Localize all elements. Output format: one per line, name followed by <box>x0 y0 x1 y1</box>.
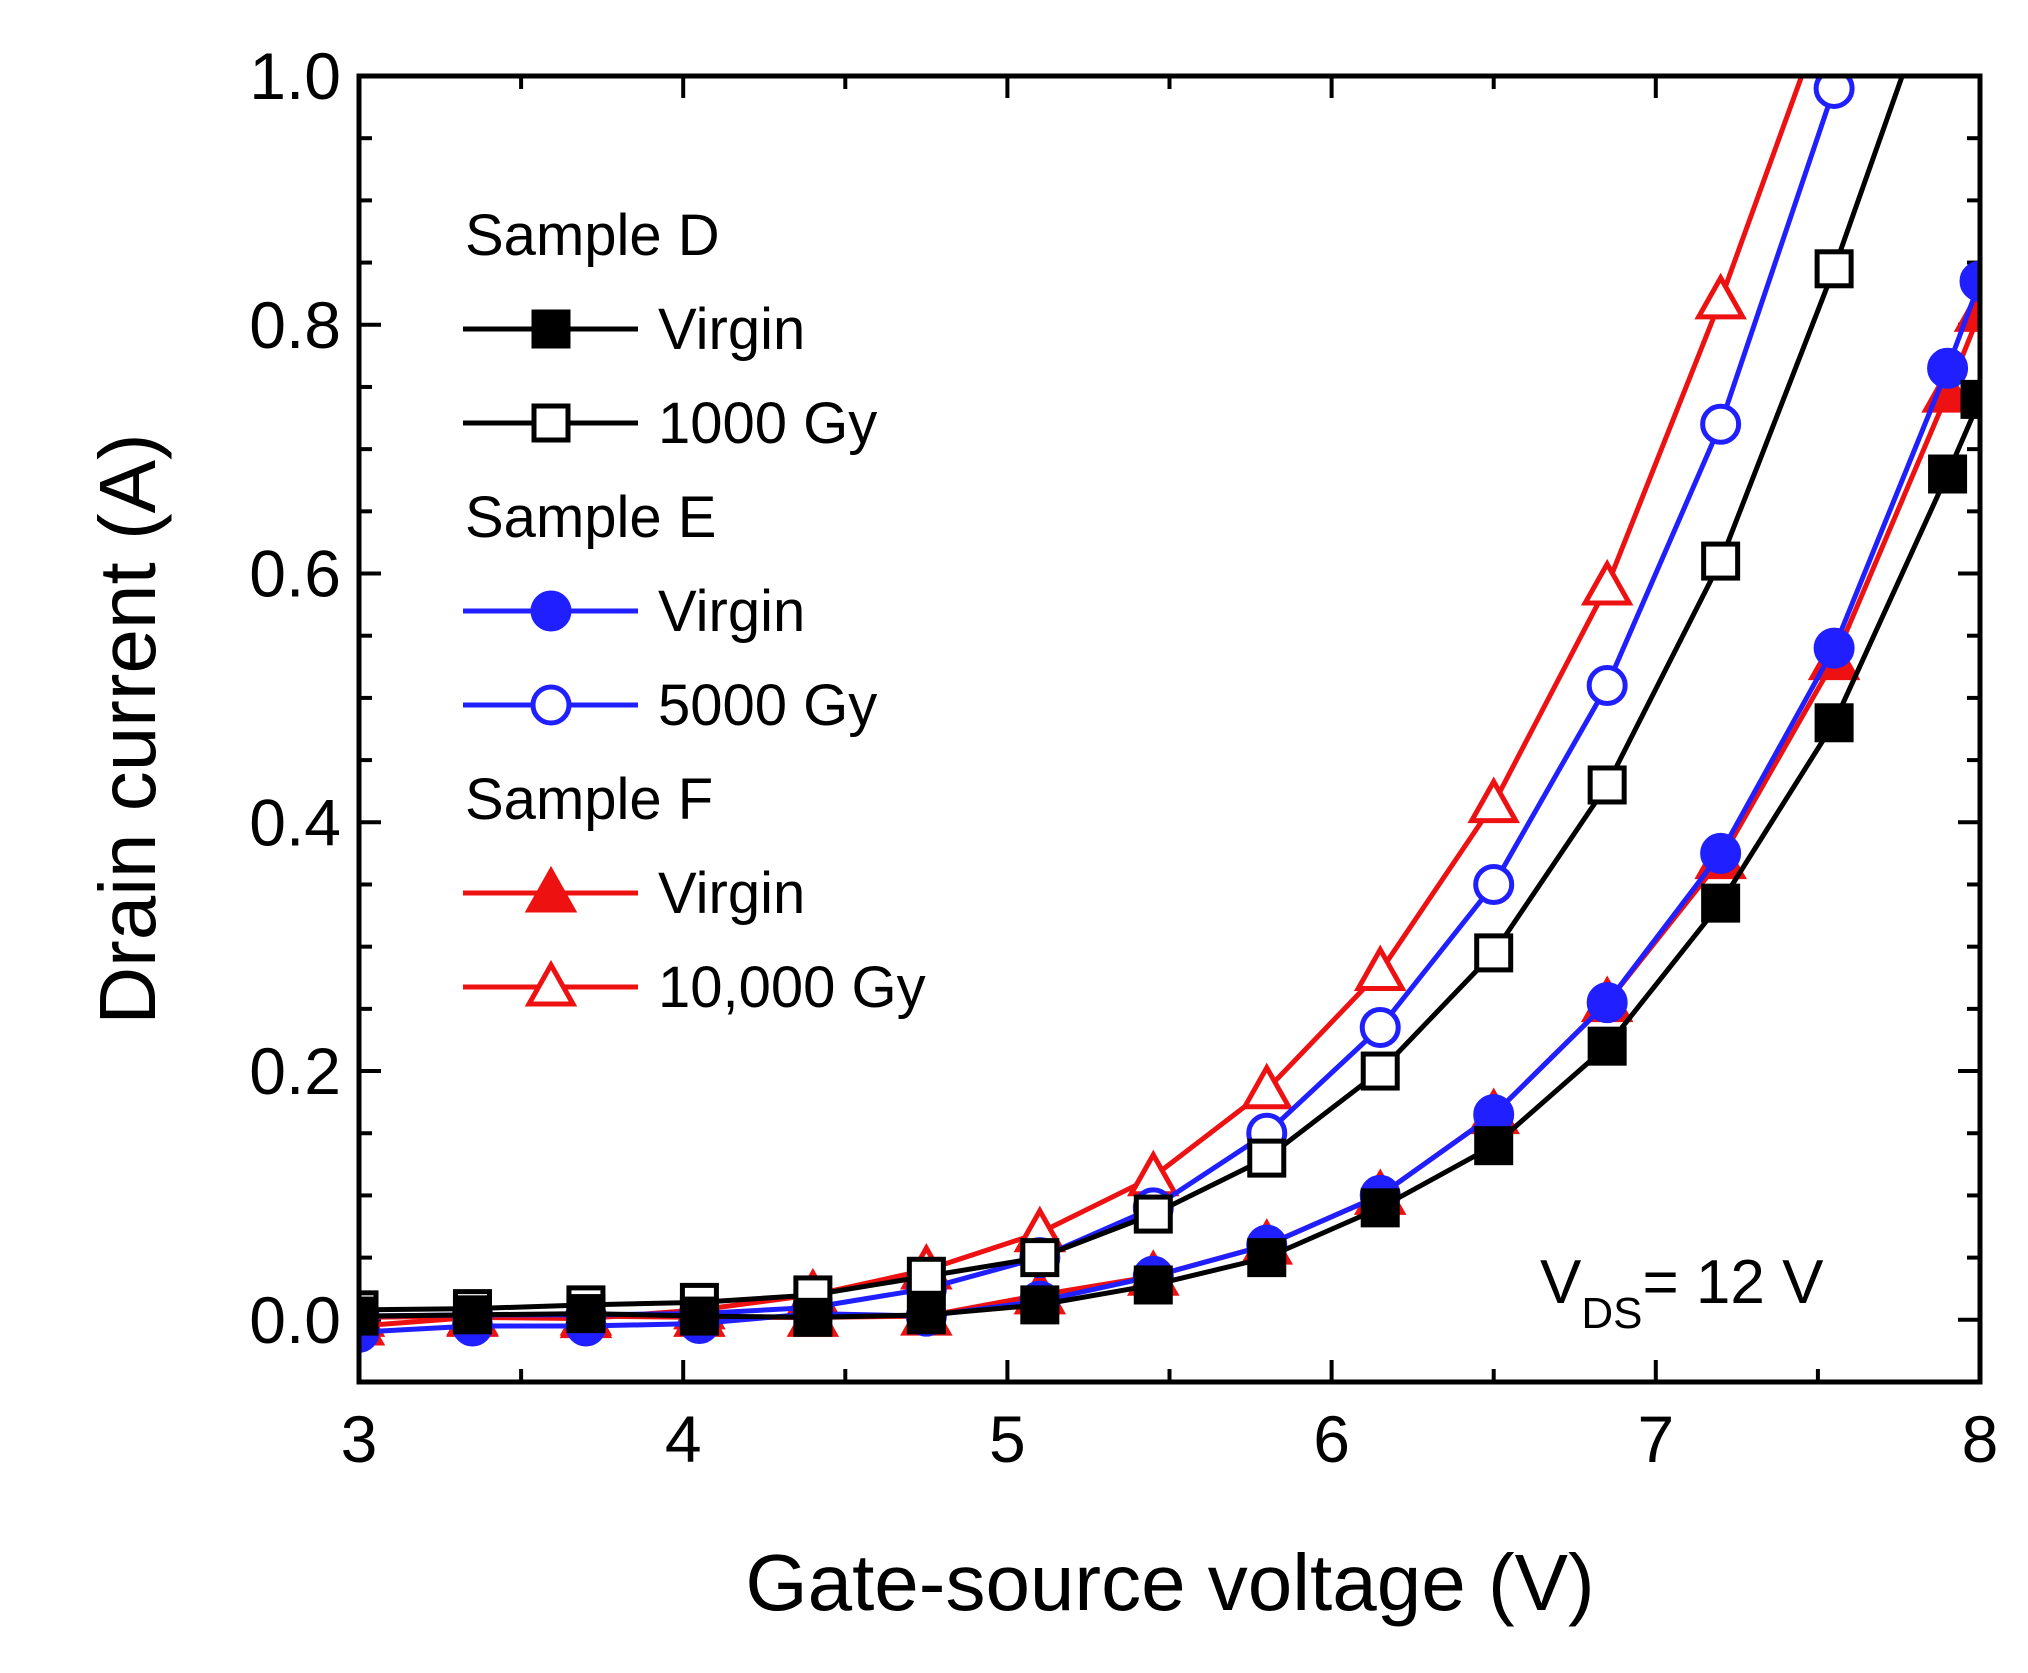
data-point <box>1133 1194 1173 1234</box>
data-point <box>1580 558 1634 606</box>
legend: Sample D Virgin 1000 Gy Sample E Virgin 5000… <box>463 203 926 1020</box>
legend-entry: 5000 Gy <box>463 673 877 738</box>
legend-entry: 1000 Gy <box>463 391 877 456</box>
plot-frame <box>356 73 1983 1385</box>
data-point <box>1474 1126 1514 1166</box>
data-point <box>906 1256 946 1296</box>
data-point <box>1700 832 1742 874</box>
legend-marker <box>530 590 572 632</box>
data-point <box>679 1296 719 1336</box>
data-point <box>1586 664 1628 706</box>
legend-entry: Virgin <box>463 297 805 362</box>
legend-label: Virgin <box>658 579 805 644</box>
data-point <box>1467 776 1520 824</box>
data-point <box>1814 703 1854 743</box>
legend-entry: Virgin <box>463 579 805 644</box>
y-tick-label: 0.8 <box>249 288 341 362</box>
legend-marker <box>530 684 572 726</box>
x-tick-label: 5 <box>989 1402 1026 1476</box>
legend-group-title: Sample E <box>465 485 716 550</box>
data-point <box>793 1297 833 1337</box>
legend-label: Virgin <box>658 861 805 926</box>
legend-entry: Virgin <box>463 861 805 926</box>
data-point <box>1020 1285 1060 1325</box>
data-point <box>1700 403 1742 445</box>
data-point <box>906 1295 946 1335</box>
y-tick-label: 1.0 <box>249 39 341 113</box>
series-line <box>359 398 1980 1320</box>
legend-entry: 10,000 Gy <box>463 955 926 1020</box>
vds-rest: = 12 V <box>1642 1248 1824 1317</box>
vds-main: V <box>1540 1248 1582 1317</box>
data-point <box>1247 1138 1287 1178</box>
legend-label: Virgin <box>658 297 805 362</box>
data-point <box>1960 379 1980 419</box>
legend-marker <box>531 309 571 349</box>
data-point <box>359 1296 379 1336</box>
data-point <box>1474 933 1514 973</box>
legend-label: 5000 Gy <box>658 673 877 738</box>
data-point <box>452 1295 492 1335</box>
legend-marker <box>524 865 578 913</box>
y-tick-label: 0.0 <box>249 1283 341 1357</box>
legend-group-title: Sample F <box>465 767 713 832</box>
data-point <box>566 1294 606 1334</box>
x-tick-label: 4 <box>665 1402 702 1476</box>
data-point <box>1133 1265 1173 1305</box>
x-axis-title: Gate-source voltage (V) <box>745 1538 1594 1627</box>
data-point <box>1240 1062 1294 1110</box>
legend-label: 10,000 Gy <box>658 955 926 1020</box>
legend-marker <box>531 403 571 443</box>
data-point <box>1360 1051 1400 1091</box>
y-tick-label: 0.6 <box>249 537 341 611</box>
x-tick-label: 6 <box>1313 1402 1350 1476</box>
series-line <box>359 280 1980 1335</box>
data-point <box>1020 1238 1060 1278</box>
data-point <box>1814 249 1854 289</box>
legend-label: 1000 Gy <box>658 391 877 456</box>
data-point <box>1928 454 1968 494</box>
data-point <box>1701 541 1741 581</box>
vds-annotation: VDS= 12 V <box>1540 1248 1824 1338</box>
data-point <box>1360 1188 1400 1228</box>
tick-labels: 3 4 5 6 7 8 0.0 0.2 0.4 0.6 0.8 1.0 <box>249 39 1998 1476</box>
y-tick-label: 0.2 <box>249 1034 341 1108</box>
data-point <box>1473 863 1515 905</box>
y-tick-label: 0.4 <box>249 785 341 859</box>
data-point <box>1701 883 1741 923</box>
series-layer <box>359 76 1980 1353</box>
data-point <box>1586 982 1628 1024</box>
data-point <box>1353 944 1407 992</box>
data-point <box>1959 260 1980 302</box>
legend-marker <box>524 959 578 1007</box>
legend-group-title: Sample D <box>465 203 720 268</box>
data-point <box>1587 1026 1627 1066</box>
x-tick-label: 3 <box>341 1402 378 1476</box>
series-D-virgin <box>359 379 1980 1337</box>
y-axis-title: Drain current (A) <box>83 433 172 1024</box>
data-point <box>1813 76 1855 109</box>
data-point <box>1927 347 1969 389</box>
data-point <box>1813 627 1855 669</box>
vds-subscript: DS <box>1581 1289 1642 1338</box>
x-tick-label: 7 <box>1637 1402 1674 1476</box>
x-tick-label: 8 <box>1962 1402 1999 1476</box>
data-point <box>1247 1238 1287 1278</box>
data-point <box>1587 765 1627 805</box>
data-point <box>1694 272 1747 320</box>
data-point <box>1359 1007 1401 1049</box>
